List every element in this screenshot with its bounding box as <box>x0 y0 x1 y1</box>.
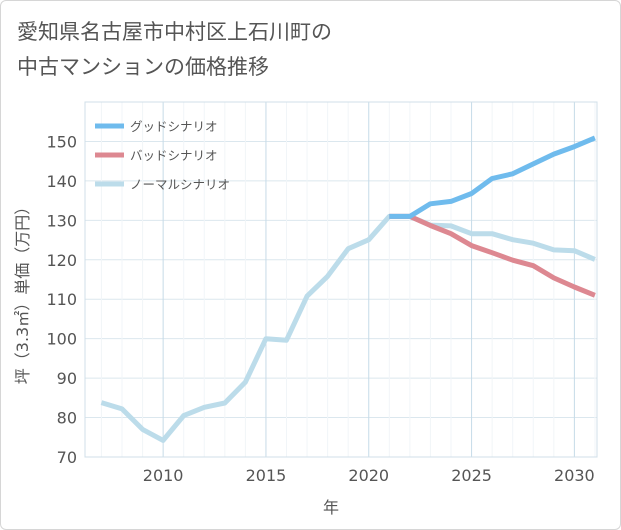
y-tick-label-120: 120 <box>46 251 77 270</box>
y-tick-label-100: 100 <box>46 330 77 349</box>
legend-label-3: ノーマルシナリオ <box>130 177 230 192</box>
legend-label-2: バッドシナリオ <box>130 148 218 163</box>
y-tick-label-140: 140 <box>46 172 77 191</box>
chart-title: 愛知県名古屋市中村区上石川町の 中古マンションの価格推移 <box>17 20 332 79</box>
y-tick-label-110: 110 <box>46 290 77 309</box>
plot-area-border <box>84 101 598 458</box>
x-tick-label-2010: 2010 <box>143 466 184 485</box>
series-line-3 <box>100 213 596 443</box>
y-axis-label: 坪（3.3㎡）単価（万円） <box>13 199 32 384</box>
x-tick-label-2015: 2015 <box>246 466 287 485</box>
x-tick-label-2025: 2025 <box>451 466 492 485</box>
legend-label-1: グッドシナリオ <box>130 119 218 134</box>
x-axis-label: 年 <box>323 498 339 517</box>
x-tick-label-2020: 2020 <box>348 466 389 485</box>
y-tick-label-130: 130 <box>46 211 77 230</box>
y-tick-label-150: 150 <box>46 132 77 151</box>
x-tick-label-2030: 2030 <box>554 466 595 485</box>
series-line-2 <box>389 213 596 298</box>
y-tick-label-90: 90 <box>57 369 77 388</box>
series-line-1 <box>389 135 596 219</box>
y-tick-label-70: 70 <box>57 448 77 467</box>
y-tick-label-80: 80 <box>57 409 77 428</box>
